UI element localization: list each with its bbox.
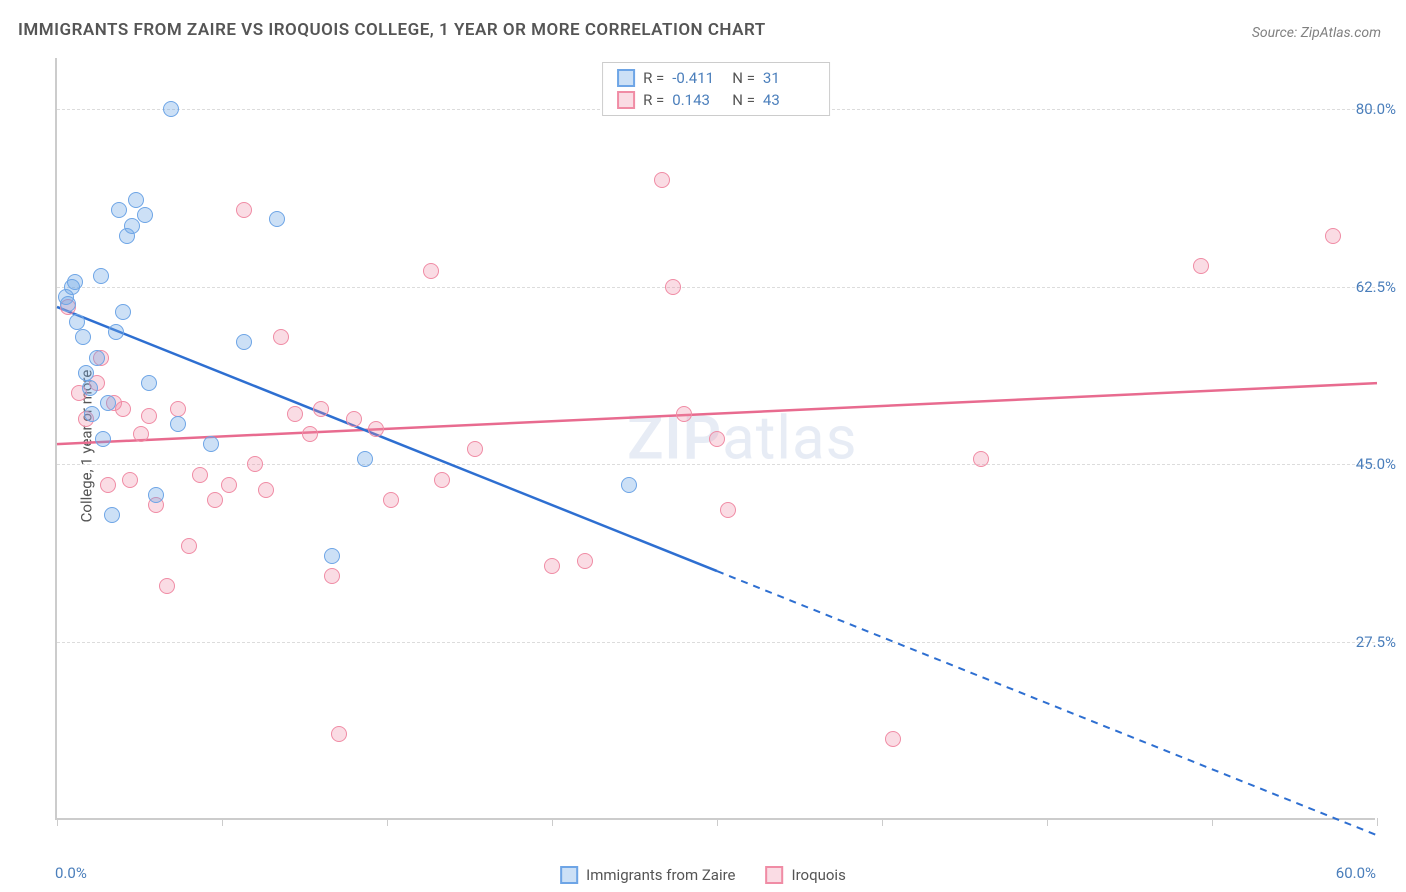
pink-point xyxy=(100,477,116,493)
pink-point xyxy=(973,451,989,467)
series-label-blue: Immigrants from Zaire xyxy=(586,866,735,884)
blue-point xyxy=(78,365,94,381)
x-tick xyxy=(1047,818,1048,826)
pink-point xyxy=(467,441,483,457)
blue-point xyxy=(82,380,98,396)
pink-point xyxy=(141,408,157,424)
blue-point xyxy=(108,324,124,340)
blue-point xyxy=(111,202,127,218)
pink-point xyxy=(181,538,197,554)
series-legend: Immigrants from Zaire Iroquois xyxy=(560,866,846,884)
pink-point xyxy=(544,558,560,574)
blue-point xyxy=(141,375,157,391)
legend-item-pink: Iroquois xyxy=(766,866,846,884)
pink-point xyxy=(207,492,223,508)
pink-point xyxy=(368,421,384,437)
blue-point xyxy=(84,406,100,422)
x-tick xyxy=(1377,818,1378,826)
blue-point xyxy=(89,350,105,366)
blue-point xyxy=(67,274,83,290)
pink-point xyxy=(885,731,901,747)
blue-point xyxy=(170,416,186,432)
n-value-pink: 43 xyxy=(763,89,815,111)
r-label: R = xyxy=(643,67,664,89)
chart-title: IMMIGRANTS FROM ZAIRE VS IROQUOIS COLLEG… xyxy=(18,20,766,40)
pink-point xyxy=(133,426,149,442)
blue-point xyxy=(203,436,219,452)
pink-point xyxy=(665,279,681,295)
legend-item-blue: Immigrants from Zaire xyxy=(560,866,735,884)
r-label: R = xyxy=(643,89,664,111)
blue-point xyxy=(69,314,85,330)
series-label-pink: Iroquois xyxy=(792,866,846,884)
swatch-blue xyxy=(617,69,635,87)
blue-point xyxy=(621,477,637,493)
pink-point xyxy=(159,578,175,594)
blue-point xyxy=(137,207,153,223)
r-value-pink: 0.143 xyxy=(672,89,724,111)
pink-point xyxy=(273,329,289,345)
n-label: N = xyxy=(732,67,755,89)
blue-point xyxy=(357,451,373,467)
x-tick xyxy=(57,818,58,826)
swatch-blue xyxy=(560,866,578,884)
x-axis-max: 60.0% xyxy=(1336,864,1376,882)
blue-point xyxy=(100,395,116,411)
pink-point xyxy=(236,202,252,218)
blue-point xyxy=(95,431,111,447)
pink-point xyxy=(434,472,450,488)
plot-area: ZIPatlas R = -0.411 N = 31 R = 0.143 N =… xyxy=(55,58,1375,820)
pink-point xyxy=(346,411,362,427)
blue-point xyxy=(75,329,91,345)
blue-point xyxy=(236,334,252,350)
x-tick xyxy=(882,818,883,826)
n-value-blue: 31 xyxy=(763,67,815,89)
blue-point xyxy=(124,218,140,234)
correlation-legend: R = -0.411 N = 31 R = 0.143 N = 43 xyxy=(602,62,830,116)
n-label: N = xyxy=(732,89,755,111)
pink-point xyxy=(192,467,208,483)
pink-point xyxy=(170,401,186,417)
blue-point xyxy=(269,211,285,227)
blue-point xyxy=(115,304,131,320)
legend-row-blue: R = -0.411 N = 31 xyxy=(617,67,815,89)
pink-point xyxy=(1325,228,1341,244)
pink-point xyxy=(122,472,138,488)
pink-point xyxy=(115,401,131,417)
pink-point xyxy=(221,477,237,493)
x-tick xyxy=(387,818,388,826)
pink-point xyxy=(324,568,340,584)
x-tick xyxy=(717,818,718,826)
x-tick xyxy=(1212,818,1213,826)
pink-point xyxy=(709,431,725,447)
blue-point xyxy=(148,487,164,503)
pink-point xyxy=(577,553,593,569)
swatch-pink xyxy=(766,866,784,884)
pink-point xyxy=(676,406,692,422)
blue-point xyxy=(324,548,340,564)
pink-point xyxy=(247,456,263,472)
x-tick xyxy=(552,818,553,826)
pink-point xyxy=(287,406,303,422)
x-tick xyxy=(222,818,223,826)
pink-point xyxy=(1193,258,1209,274)
source-attribution: Source: ZipAtlas.com xyxy=(1252,25,1381,41)
x-axis-min: 0.0% xyxy=(55,864,87,882)
blue-point xyxy=(128,192,144,208)
blue-point xyxy=(60,296,76,312)
pink-point xyxy=(720,502,736,518)
pink-point xyxy=(313,401,329,417)
pink-point xyxy=(331,726,347,742)
legend-row-pink: R = 0.143 N = 43 xyxy=(617,89,815,111)
r-value-blue: -0.411 xyxy=(672,67,724,89)
swatch-pink xyxy=(617,91,635,109)
pink-point xyxy=(654,172,670,188)
blue-point xyxy=(163,101,179,117)
pink-point xyxy=(423,263,439,279)
blue-point xyxy=(104,507,120,523)
blue-point xyxy=(93,268,109,284)
pink-point xyxy=(383,492,399,508)
pink-point xyxy=(302,426,318,442)
pink-point xyxy=(258,482,274,498)
